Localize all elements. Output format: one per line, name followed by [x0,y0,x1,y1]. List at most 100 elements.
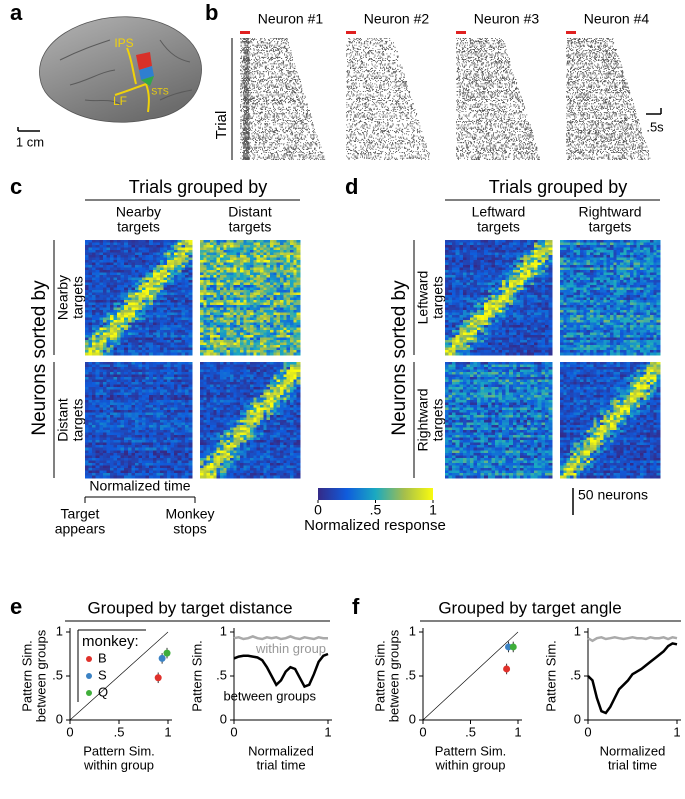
heat-cell [286,280,291,283]
heat-cell [280,245,284,248]
heat-cell [95,320,100,323]
heat-cell [88,399,93,403]
heat-cell [131,245,136,248]
heat-cell [92,374,97,378]
heat-cell [167,435,171,439]
heat-cell [260,417,264,421]
heat-cell [99,387,104,391]
panel-letter: d [345,174,358,199]
heat-cell [253,325,258,328]
heat-cell [206,352,211,356]
heat-cell [134,450,139,454]
heat-cell [163,440,168,444]
heat-cell [149,317,154,321]
heat-cell [296,414,301,418]
heat-cell [156,417,161,421]
heat-cell [203,335,208,338]
heat-cell [127,345,132,348]
heat-cell [250,245,254,248]
heat-cell [230,295,234,298]
heat-cell [286,337,291,341]
heat-cell [156,414,161,418]
heat-cell [131,305,136,308]
scale-label: .5s [646,119,664,134]
heat-cell [174,472,179,476]
heat-cell [253,387,258,391]
heat-cell [167,372,171,376]
heat-cell [260,389,264,393]
heat-cell [120,290,125,293]
heat-cell [113,327,118,331]
heat-cell [188,265,193,268]
heat-cell [203,367,208,370]
heat-cell [99,305,104,308]
heat-cell [163,245,168,248]
heat-cell [266,290,271,293]
heat-cell [250,352,254,356]
heat-cell [223,345,228,348]
heat-cell [102,307,107,311]
heat-cell [181,270,186,273]
heat-cell [233,302,238,306]
heat-cell [236,240,241,243]
heat-cell [296,425,301,428]
heat-cell [200,275,204,278]
heat-cell [85,327,89,331]
heat-cell [152,362,157,365]
heat-cell [127,252,132,256]
heat-cell [253,312,258,316]
heat-cell [273,422,278,426]
heat-cell [95,332,100,336]
heat-cell [293,384,298,388]
heat-cell [170,394,175,398]
heat-cell [92,397,97,401]
heat-cell [266,272,271,276]
heat-cell [102,362,107,365]
heat-cell [246,409,251,413]
heat-cell [210,270,214,273]
heat-cell [266,297,271,301]
heat-cell [200,285,204,288]
heat-cell [220,372,224,376]
heat-cell [124,332,129,336]
heat-cell [138,255,143,258]
heat-cell [149,470,154,474]
heat-cell [113,387,118,391]
heat-cell [293,302,298,306]
heat-cell [145,300,150,303]
heat-cell [174,412,179,416]
heat-cell [220,389,224,393]
heat-cell [286,295,291,298]
heat-cell [117,347,122,351]
heat-cell [159,275,164,278]
heat-cell [138,282,143,286]
heat-cell [250,247,254,251]
heat-cell [256,250,261,253]
heat-cell [203,290,208,293]
heat-cell [203,340,208,343]
heat-cell [263,407,268,411]
heat-cell [127,312,132,316]
heat-cell [109,277,114,281]
heat-cell [134,407,139,411]
heat-cell [216,240,221,243]
heat-cell [117,272,122,276]
heat-cell [263,280,268,283]
heat-cell [250,392,254,396]
heat-cell [106,312,111,316]
heat-cell [240,252,244,256]
heat-cell [213,267,218,271]
heat-cell [206,300,211,303]
heat-cell [163,475,168,479]
heat-cell [149,320,154,323]
heat-cell [167,427,171,431]
heat-cell [124,364,129,368]
heat-cell [230,312,234,316]
heat-cell [290,335,294,338]
heat-cell [230,260,234,263]
heat-cell [167,467,171,471]
heat-cell [243,320,248,323]
heat-cell [256,272,261,276]
heat-cell [131,430,136,434]
heat-cell [293,257,298,261]
